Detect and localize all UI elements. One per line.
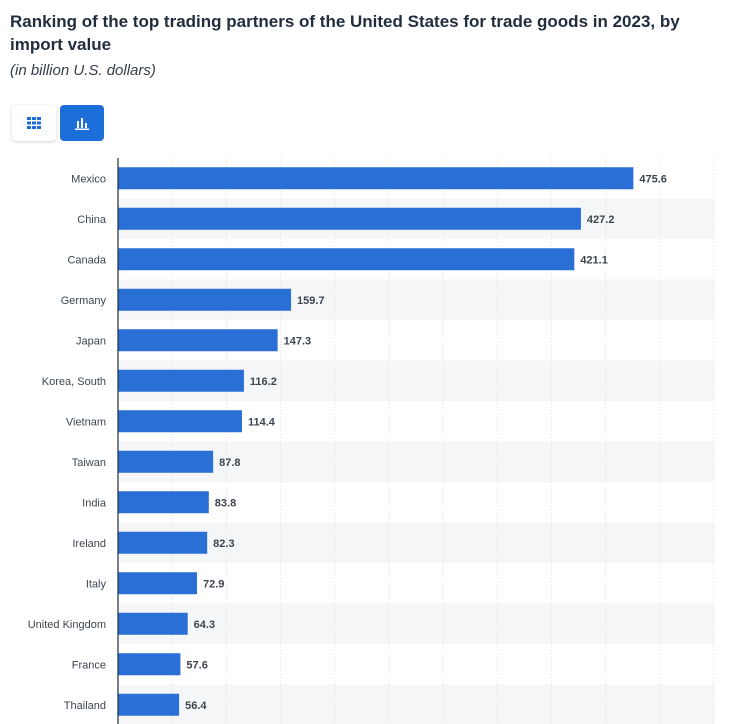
bar-india[interactable] (118, 491, 209, 514)
value-label: 147.3 (284, 335, 312, 347)
category-label: Thailand (64, 700, 106, 712)
value-label: 114.4 (248, 416, 276, 428)
bars (118, 167, 634, 716)
value-label: 57.6 (186, 659, 207, 671)
value-label: 83.8 (215, 497, 236, 509)
bar-thailand[interactable] (118, 693, 180, 716)
chart-view-button[interactable] (60, 105, 104, 141)
bar-mexico[interactable] (118, 167, 634, 190)
row-band (118, 441, 714, 482)
row-band (118, 522, 714, 563)
bar-ireland[interactable] (118, 531, 208, 554)
bar-italy[interactable] (118, 572, 197, 595)
category-label: Ireland (72, 538, 106, 550)
category-labels: Mexico China Canada Germany Japan Korea, Sout… (28, 173, 107, 712)
category-label: Germany (61, 295, 107, 307)
chart-title: Ranking of the top trading partners of t… (10, 12, 680, 54)
bar-canada[interactable] (118, 248, 575, 271)
bar-vietnam[interactable] (118, 410, 242, 433)
value-label: 159.7 (297, 295, 325, 307)
category-label: United Kingdom (28, 619, 106, 631)
value-label: 72.9 (203, 578, 224, 590)
bar-germany[interactable] (118, 288, 292, 311)
bar-taiwan[interactable] (118, 450, 214, 473)
chart-subtitle: (in billion U.S. dollars) (10, 62, 156, 79)
grid-icon (27, 117, 41, 129)
category-label: Mexico (71, 173, 106, 185)
category-label: Italy (86, 578, 107, 590)
bar-france[interactable] (118, 653, 181, 676)
category-label: China (77, 214, 107, 226)
category-label: Japan (76, 335, 106, 347)
value-label: 87.8 (219, 457, 240, 469)
value-label: 475.6 (639, 173, 667, 185)
category-label: France (72, 659, 106, 671)
value-label: 421.1 (580, 254, 608, 266)
value-label: 82.3 (213, 538, 234, 550)
row-band (118, 603, 714, 644)
category-label: Vietnam (66, 416, 106, 428)
category-label: Taiwan (72, 457, 106, 469)
category-label: Canada (67, 254, 106, 266)
bar-korea-south[interactable] (118, 369, 244, 392)
category-label: Korea, South (42, 376, 106, 388)
table-view-button[interactable] (12, 105, 56, 141)
bar-china[interactable] (118, 207, 581, 230)
category-label: India (82, 497, 107, 509)
value-label: 116.2 (250, 376, 277, 388)
row-band (118, 684, 714, 724)
value-label: 56.4 (185, 700, 207, 712)
bar-united-kingdom[interactable] (118, 612, 188, 635)
bar-chart-icon (75, 117, 89, 130)
value-labels: 475.6 427.2 421.1 159.7 147.3 116.2 114.4 87.8 8… (185, 173, 667, 712)
value-label: 427.2 (587, 214, 615, 226)
value-label: 64.3 (194, 619, 215, 631)
bar-japan[interactable] (118, 329, 278, 352)
